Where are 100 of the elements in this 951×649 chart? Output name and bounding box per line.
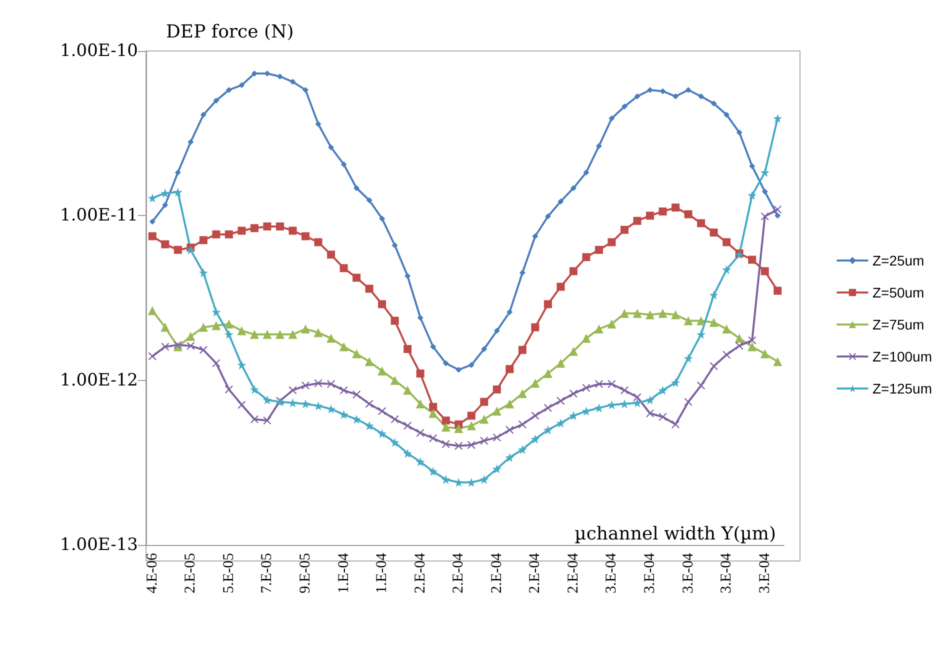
point [671,310,680,320]
legend-label: Z=125um [872,380,932,396]
point [364,357,374,366]
point [262,330,272,339]
point [288,330,298,339]
point [594,246,603,254]
point [148,232,156,240]
point [582,384,590,392]
point [646,395,655,404]
point [658,308,668,318]
point [327,380,336,388]
point [352,414,362,424]
point [556,358,566,368]
point [696,330,706,339]
point [736,129,742,136]
point [480,436,488,445]
y-tick-label: 1.00E-13 [60,535,138,555]
point [174,340,182,349]
point [697,219,706,228]
point [518,389,527,398]
point [506,309,513,315]
point [417,314,424,321]
point [328,144,334,150]
point [340,386,348,394]
point [378,407,386,416]
point [544,213,551,220]
point [226,86,232,93]
point [441,422,450,432]
x-tick-label: 3.E-04 [718,552,735,594]
point [302,232,310,240]
point [760,212,769,220]
point [378,300,386,308]
point [710,100,717,106]
point [556,418,566,428]
point [288,386,297,394]
x-tick-label: 5.E-05 [220,553,237,594]
point [481,346,488,352]
point [646,212,654,220]
point [224,230,233,238]
point [505,452,514,462]
point [365,284,374,293]
point [290,78,296,85]
point [315,121,322,128]
point [685,86,692,93]
legend-label: Z=50um [872,284,924,300]
x-tick-label: 4.E-06 [144,552,160,594]
point [480,474,489,484]
point [276,74,283,80]
point [441,474,450,484]
point [760,349,770,358]
point [544,300,552,308]
x-tick-label: 2.E-04 [450,552,467,594]
point [620,386,628,394]
point [684,354,693,363]
x-tick-label: 3.E-04 [680,552,696,594]
point [213,98,220,104]
point [646,409,654,418]
point [519,270,526,276]
point [748,342,757,352]
point [748,190,757,200]
point [390,438,400,447]
point [314,238,322,246]
point [518,420,526,428]
x-tick-label: 2.E-04 [565,552,582,594]
point [492,464,502,474]
point [354,185,360,192]
point [658,386,668,395]
point [658,208,667,216]
y-tick-label: 1.00E-11 [60,206,138,226]
point [684,210,692,218]
point [238,82,245,88]
point [314,379,322,388]
point [583,169,590,176]
point [186,245,196,254]
point [442,360,449,366]
point [224,385,233,394]
point [760,168,770,177]
point [543,369,552,378]
point [161,342,170,351]
point [174,169,181,176]
point [709,318,718,327]
point [263,416,272,425]
point [148,194,157,203]
x-axis-title: µchannel width Y(µm) [574,524,776,544]
x-tick-label: 3.E-04 [642,552,658,594]
point [620,226,628,234]
point [160,322,170,332]
point [568,411,578,420]
point [149,218,156,225]
point [530,378,540,388]
point [684,316,693,326]
point [404,422,412,430]
point [352,274,361,282]
point [237,360,246,370]
point [198,268,208,278]
point [429,434,438,442]
point [467,440,476,449]
point [454,442,463,450]
point [734,334,744,343]
point [773,357,782,366]
